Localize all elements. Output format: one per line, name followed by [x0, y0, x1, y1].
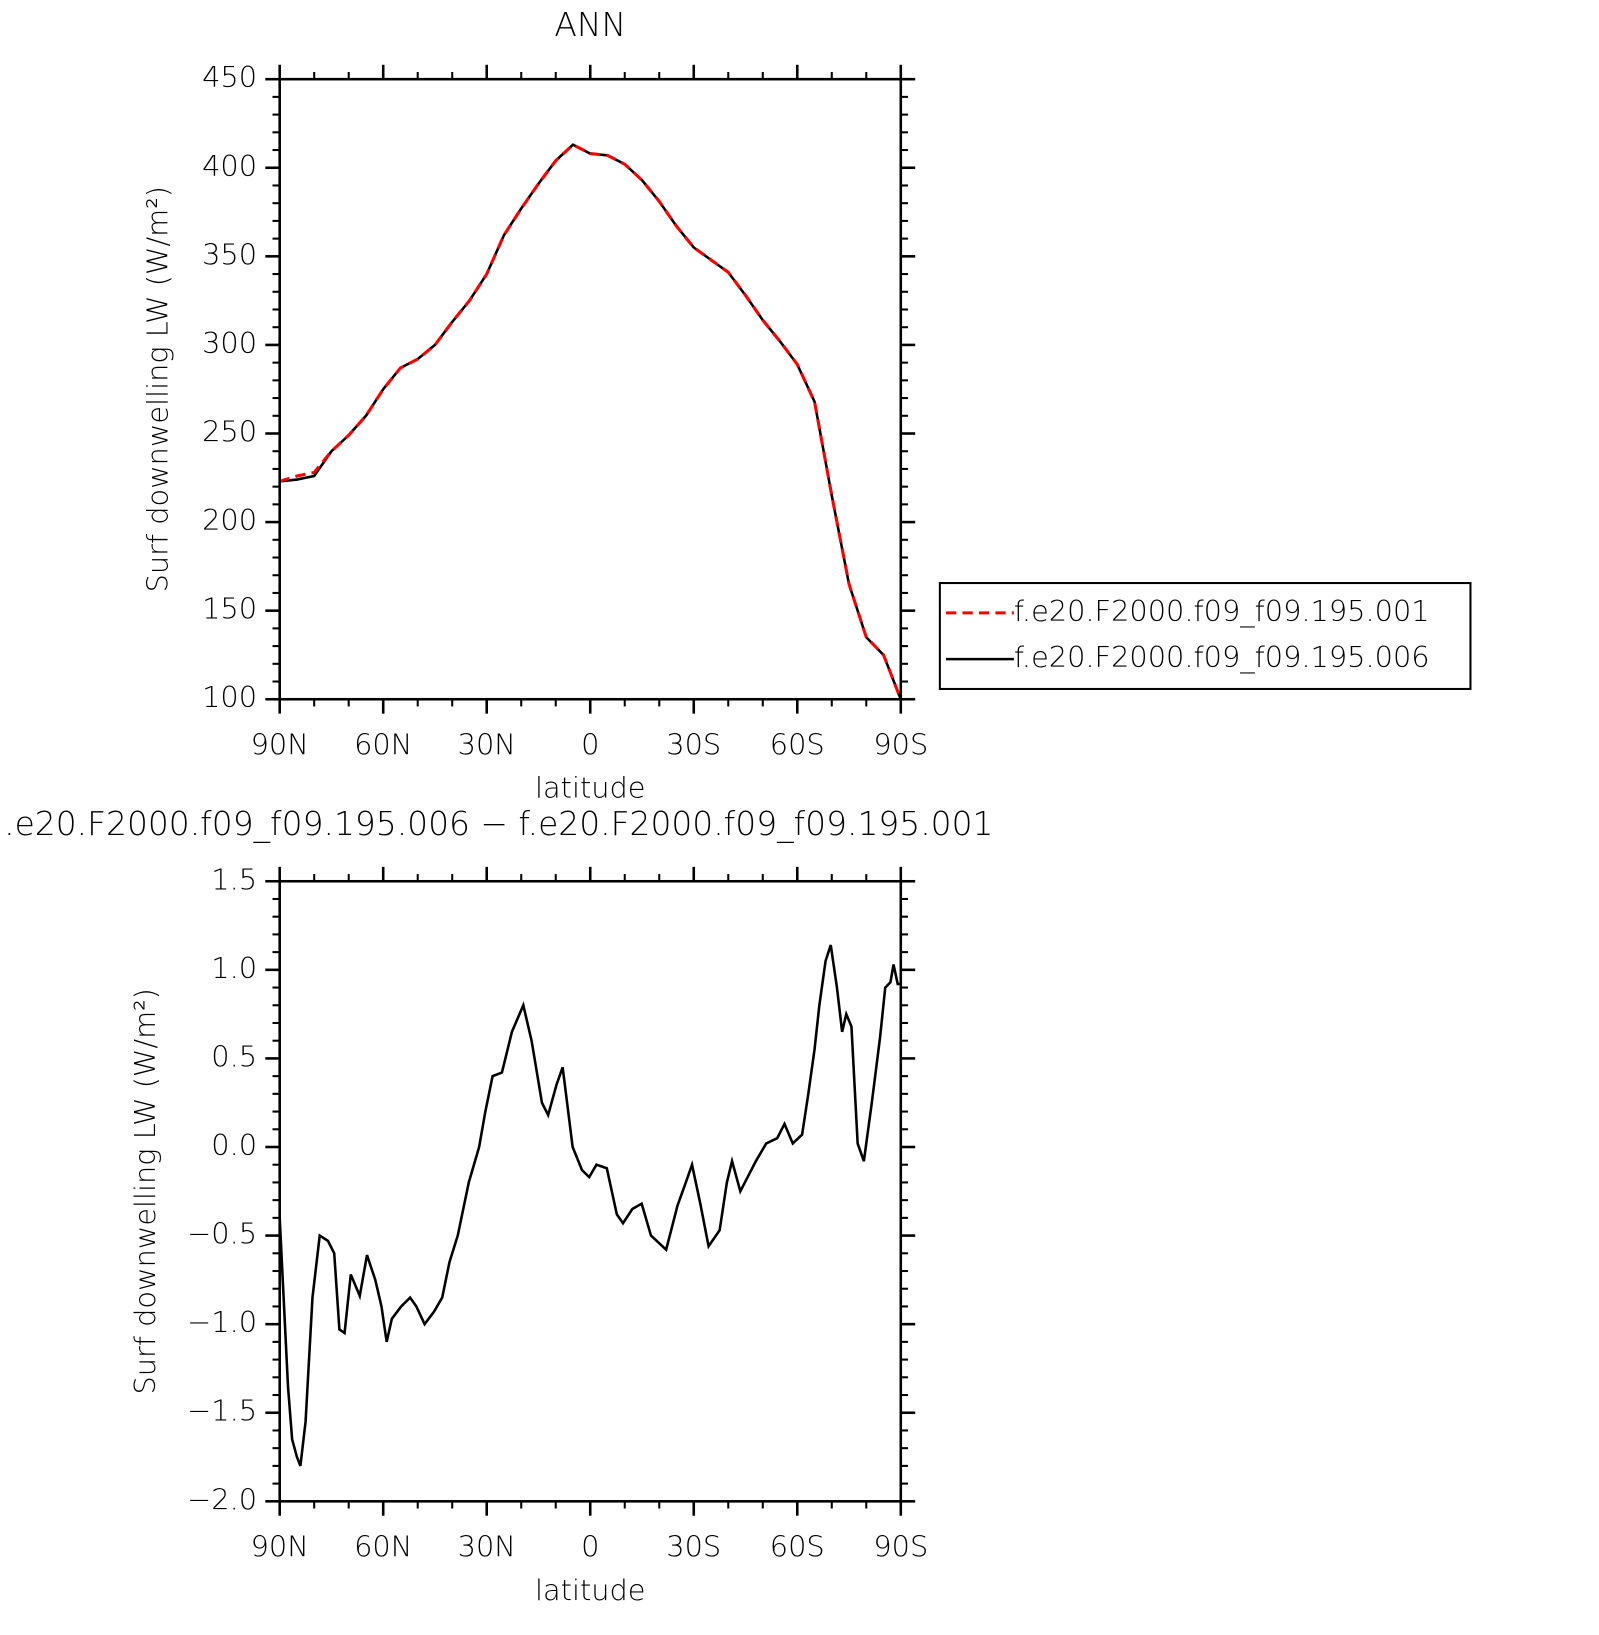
x-tick-label: 0 [581, 728, 599, 762]
x-tick-label: 90S [873, 1530, 928, 1564]
y-tick-label: 200 [202, 503, 257, 537]
x-tick-label: 90S [873, 728, 928, 762]
y-tick-label: 0.0 [211, 1128, 257, 1162]
legend-label: f.e20.F2000.f09_f09.195.001 [1014, 594, 1430, 629]
x-tick-label: 60S [770, 728, 825, 762]
y-tick-label: −0.5 [187, 1217, 257, 1251]
y-tick-label: −1.0 [187, 1305, 257, 1339]
y-tick-label: 100 [202, 680, 257, 714]
data-line [278, 944, 901, 1467]
x-axis-label: latitude [535, 771, 645, 805]
y-tick-label: 300 [202, 326, 257, 360]
y-tick-label: 400 [202, 149, 257, 183]
chart-title: ANN [554, 5, 626, 44]
x-tick-label: 60N [354, 728, 412, 762]
x-axis-label: latitude [535, 1573, 645, 1607]
plot-frame [278, 879, 903, 1503]
y-tick-label: 0.5 [211, 1039, 257, 1073]
x-tick-label: 30N [458, 1530, 516, 1564]
y-tick-label: 1.5 [211, 862, 257, 896]
x-tick-label: 0 [581, 1530, 599, 1564]
y-tick-label: 250 [202, 415, 257, 449]
chart-title: .e20.F2000.f09_f09.195.006 − f.e20.F2000… [4, 804, 993, 844]
x-tick-label: 30S [666, 1530, 721, 1564]
y-axis-label: Surf downwelling LW (W/m²) [140, 186, 174, 592]
y-tick-label: 450 [202, 60, 257, 94]
y-tick-label: 1.0 [211, 951, 257, 985]
y-tick-label: −2.0 [187, 1482, 257, 1516]
x-tick-label: 30N [458, 728, 516, 762]
legend-box [938, 582, 1472, 690]
x-tick-label: 30S [666, 728, 721, 762]
x-tick-label: 90N [251, 728, 309, 762]
data-line [279, 143, 902, 700]
x-tick-label: 60N [354, 1530, 412, 1564]
y-tick-label: −1.5 [187, 1394, 257, 1428]
data-line [279, 142, 903, 700]
x-tick-label: 60S [770, 1530, 825, 1564]
legend-label: f.e20.F2000.f09_f09.195.006 [1014, 640, 1430, 675]
y-tick-label: 350 [202, 237, 257, 271]
y-axis-label: Surf downwelling LW (W/m²) [128, 988, 162, 1394]
x-tick-label: 90N [251, 1530, 309, 1564]
y-tick-label: 150 [202, 592, 257, 626]
